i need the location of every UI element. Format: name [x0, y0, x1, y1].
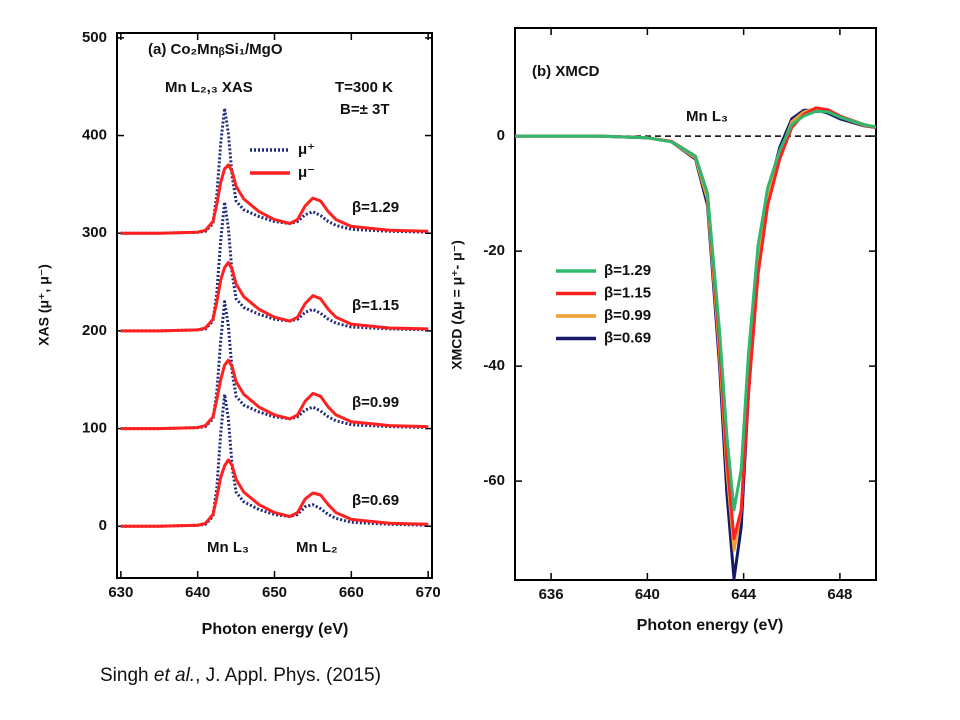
y-tick-label: -20 [483, 242, 505, 259]
x-axis-label: Photon energy (eV) [637, 617, 784, 634]
x-tick-label: 650 [262, 584, 287, 601]
series-line [120, 163, 429, 235]
annotation: Mn L₃ [207, 539, 249, 556]
legend-label: β=0.69 [604, 329, 651, 346]
annotation: β=0.69 [352, 492, 399, 509]
x-tick-label: 644 [731, 586, 757, 603]
plot-frame [514, 27, 877, 581]
x-tick-label: 636 [539, 586, 564, 603]
legend-label: β=0.99 [604, 307, 651, 324]
citation-author: Singh [100, 665, 154, 686]
legend-label: β=1.29 [604, 262, 651, 279]
y-tick-label: 300 [82, 224, 107, 241]
legend-label: β=1.15 [604, 284, 651, 301]
annotation: T=300 K [335, 79, 393, 96]
y-tick-label: 100 [82, 420, 107, 437]
y-axis-label: XAS (μ⁺, μ⁻) [36, 264, 52, 346]
y-tick-label: 0 [497, 127, 505, 144]
series-line [120, 358, 429, 431]
x-tick-label: 648 [827, 586, 852, 603]
x-tick-label: 660 [339, 584, 364, 601]
series-line [120, 261, 429, 333]
x-axis-label: Photon energy (eV) [202, 621, 349, 638]
annotation: β=0.99 [352, 394, 399, 411]
series-line [515, 109, 876, 512]
series-line [515, 108, 876, 580]
series-line [515, 106, 876, 541]
legend-label: μ⁺ [298, 141, 315, 158]
y-tick-label: 500 [82, 29, 107, 46]
series-line [120, 458, 429, 528]
citation: Singh et al., J. Appl. Phys. (2015) [100, 665, 381, 686]
series-line [515, 107, 876, 552]
annotation: β=1.29 [352, 199, 399, 216]
citation-etal: et al. [154, 665, 195, 686]
y-tick-label: 400 [82, 127, 107, 144]
x-tick-label: 640 [635, 586, 660, 603]
y-axis-label: XMCD (Δμ = μ⁺- μ⁻) [449, 240, 465, 369]
legend-label: μ⁻ [298, 164, 315, 181]
annotation: B=± 3T [340, 101, 390, 118]
chart-title: (a) Co₂MnᵦSi₁/MgO [148, 41, 283, 58]
chart-title: (b) XMCD [532, 63, 600, 80]
plot-area [120, 106, 429, 528]
x-tick-label: 630 [108, 584, 133, 601]
y-tick-label: 0 [99, 517, 107, 534]
y-tick-label: 200 [82, 322, 107, 339]
annotation: Mn L₂,₃ XAS [165, 79, 253, 96]
y-tick-label: -60 [483, 472, 505, 489]
annotation: Mn L₂ [296, 539, 338, 556]
annotation: Mn L₃ [686, 108, 728, 125]
x-tick-label: 670 [416, 584, 441, 601]
citation-rest: , J. Appl. Phys. (2015) [195, 665, 381, 686]
y-tick-label: -40 [483, 357, 505, 374]
x-tick-label: 640 [185, 584, 210, 601]
plot-area [515, 106, 876, 580]
annotation: β=1.15 [352, 297, 399, 314]
